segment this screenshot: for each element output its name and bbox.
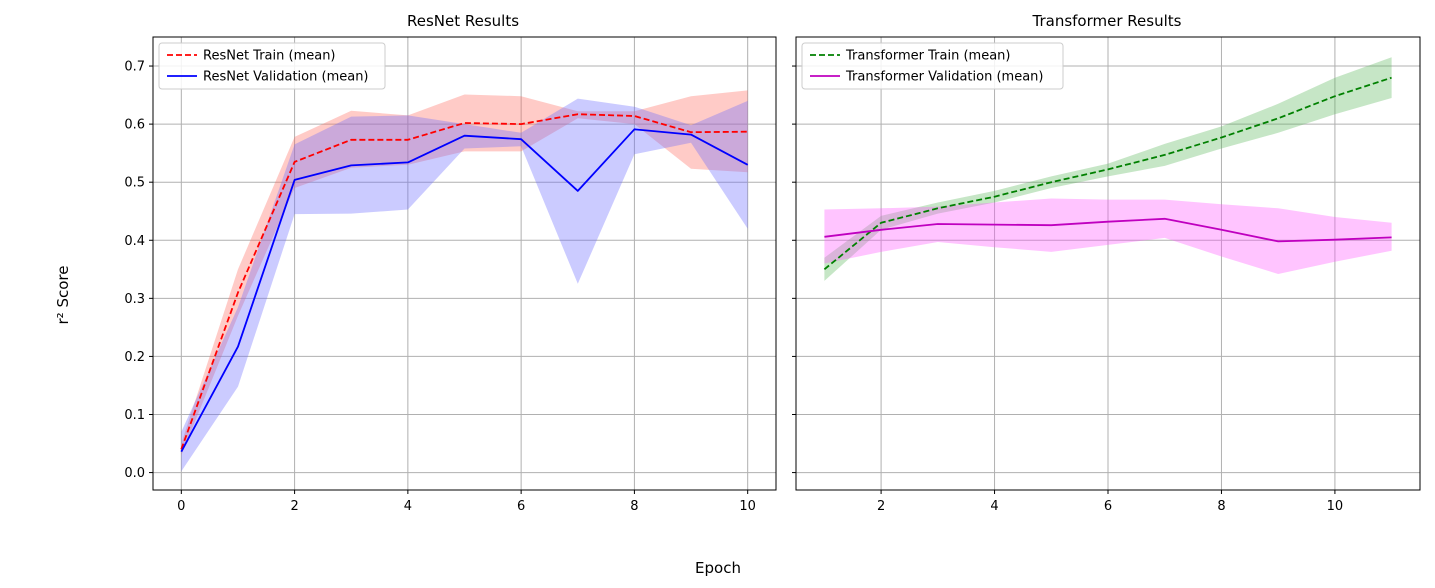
y-axis-label: r² Score bbox=[54, 266, 72, 325]
resnet-panel: ResNet Results 0 2 4 6 8 10 0.0 0.1 0.2 0.3 0.4 0.5… bbox=[124, 12, 777, 514]
transformer-panel: Transformer Results 2 4 6 8 10 Transformer Tr… bbox=[792, 12, 1421, 514]
legend-label: Transformer Validation (mean) bbox=[845, 70, 1043, 85]
x-tick-label: 8 bbox=[1217, 499, 1225, 514]
series-line bbox=[180, 128, 749, 453]
y-tick-label: 0.7 bbox=[124, 60, 145, 75]
x-tick-label: 6 bbox=[517, 499, 525, 514]
confidence-band bbox=[824, 198, 1392, 274]
legend-label: Transformer Train (mean) bbox=[845, 49, 1010, 64]
x-tick-label: 10 bbox=[739, 499, 756, 514]
x-tick-label: 8 bbox=[630, 499, 638, 514]
series-line bbox=[823, 76, 1392, 270]
x-tick-label: 10 bbox=[1327, 499, 1344, 514]
y-tick-label: 0.4 bbox=[124, 234, 145, 249]
legend bbox=[801, 42, 1064, 90]
x-tick-label: 4 bbox=[404, 499, 412, 514]
x-tick-label: 6 bbox=[1104, 499, 1112, 514]
chart-title: ResNet Results bbox=[407, 12, 519, 30]
x-tick-label: 2 bbox=[290, 499, 298, 514]
legend-label: ResNet Train (mean) bbox=[203, 49, 336, 64]
x-tick-label: 0 bbox=[177, 499, 185, 514]
legend bbox=[158, 42, 386, 90]
y-tick-label: 0.5 bbox=[124, 176, 145, 191]
y-tick-label: 0.0 bbox=[124, 466, 145, 481]
confidence-band bbox=[181, 98, 748, 472]
x-tick-label: 4 bbox=[990, 499, 998, 514]
x-tick-label: 2 bbox=[877, 499, 885, 514]
y-tick-label: 0.2 bbox=[124, 350, 145, 365]
confidence-band bbox=[181, 90, 748, 456]
legend-label: ResNet Validation (mean) bbox=[203, 70, 369, 85]
plot-frame bbox=[152, 36, 777, 491]
y-tick-label: 0.6 bbox=[124, 118, 145, 133]
chart-title: Transformer Results bbox=[1032, 12, 1182, 30]
x-axis-label: Epoch bbox=[695, 559, 741, 577]
series-line bbox=[180, 113, 748, 450]
series-line bbox=[824, 217, 1392, 243]
y-tick-label: 0.1 bbox=[124, 408, 145, 423]
y-tick-label: 0.3 bbox=[124, 292, 145, 307]
